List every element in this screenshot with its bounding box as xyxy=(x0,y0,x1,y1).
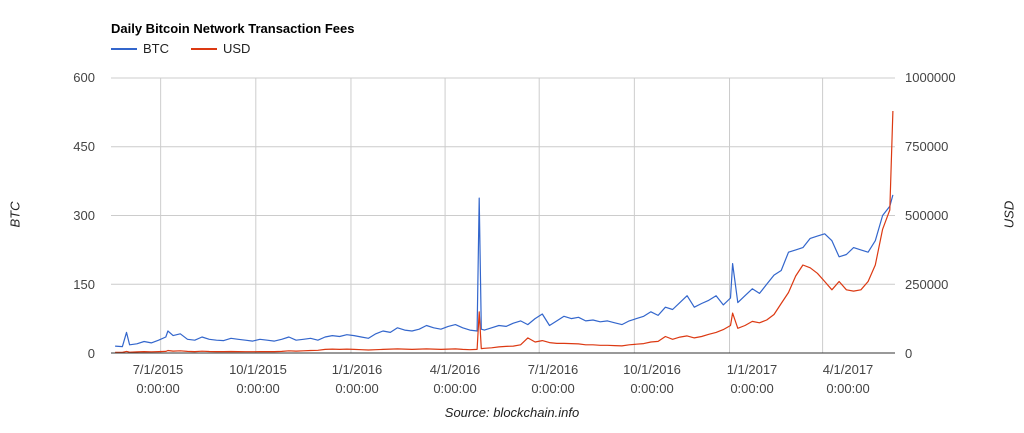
y-axis-title-right: USD xyxy=(1001,200,1017,229)
y-tick-left-150: 150 xyxy=(73,277,95,292)
x-tick-7-1-2016: 7/1/2016 0:00:00 xyxy=(527,362,579,396)
legend-label-usd: USD xyxy=(223,41,251,56)
legend-item-btc[interactable]: BTC xyxy=(111,41,169,56)
y-tick-left-600: 600 xyxy=(73,70,95,85)
grid-lines xyxy=(111,77,895,354)
y-tick-left-0: 0 xyxy=(87,346,95,361)
x-tick-7-1-2015: 7/1/2015 0:00:00 xyxy=(132,362,184,396)
legend-swatch-btc-icon xyxy=(111,47,137,50)
x-tick-4-1-2017: 4/1/2017 0:00:00 xyxy=(822,362,874,396)
series-line-usd[interactable] xyxy=(115,110,894,353)
y-tick-right-1000000: 1000000 xyxy=(905,70,956,85)
legend-item-usd[interactable]: USD xyxy=(191,41,250,56)
y-tick-right-250000: 250000 xyxy=(905,277,949,292)
x-tick-4-1-2016: 4/1/2016 0:00:00 xyxy=(429,362,481,396)
legend-label-btc: BTC xyxy=(143,41,169,56)
y-tick-right-750000: 750000 xyxy=(905,139,949,154)
y-axis-title-left: BTC xyxy=(7,201,23,228)
y-tick-right-500000: 500000 xyxy=(905,208,949,223)
chart-source: Source: blockchain.info xyxy=(444,405,580,420)
y-tick-left-450: 450 xyxy=(73,139,95,154)
x-tick-10-1-2015: 10/1/2015 0:00:00 xyxy=(229,362,287,396)
x-tick-1-1-2017: 1/1/2017 0:00:00 xyxy=(726,362,778,396)
x-tick-10-1-2016: 10/1/2016 0:00:00 xyxy=(623,362,681,396)
series-line-btc[interactable] xyxy=(115,194,894,348)
legend-swatch-usd-icon xyxy=(191,47,217,50)
chart-title: Daily Bitcoin Network Transaction Fees xyxy=(111,21,355,36)
y-tick-right-0: 0 xyxy=(905,346,913,361)
x-tick-1-1-2016: 1/1/2016 0:00:00 xyxy=(331,362,383,396)
y-tick-left-300: 300 xyxy=(73,208,95,223)
data-series xyxy=(115,110,894,353)
chart-legend: BTC USD xyxy=(111,41,250,56)
